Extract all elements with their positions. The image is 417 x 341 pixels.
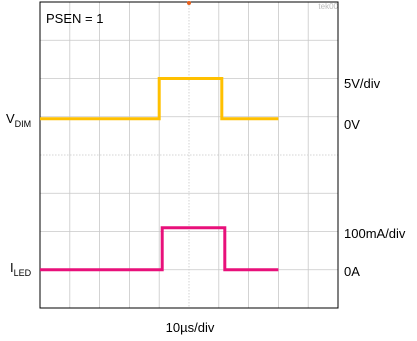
vdim-zero-label: 0V: [344, 117, 360, 132]
iled-trace: [40, 226, 279, 272]
time-axis-label: 10µs/div: [166, 320, 215, 335]
vdim-scale-label: 5V/div: [344, 76, 381, 91]
vdim-label-main: V: [6, 111, 15, 126]
traces: [40, 77, 279, 272]
vdim-channel-label: VDIM: [6, 111, 31, 129]
iled-zero-label: 0A: [344, 264, 360, 279]
vdim-trace: [40, 77, 279, 121]
vdim-label-sub: DIM: [15, 119, 32, 129]
iled-label-main: I: [10, 260, 14, 275]
iled-scale-label: 100mA/div: [344, 226, 406, 241]
trigger-marker: [187, 1, 191, 5]
figure-id: tek00: [318, 2, 338, 11]
annotation-psen: PSEN = 1: [46, 11, 103, 26]
iled-label-sub: LED: [14, 268, 32, 278]
iled-channel-label: ILED: [10, 260, 32, 278]
